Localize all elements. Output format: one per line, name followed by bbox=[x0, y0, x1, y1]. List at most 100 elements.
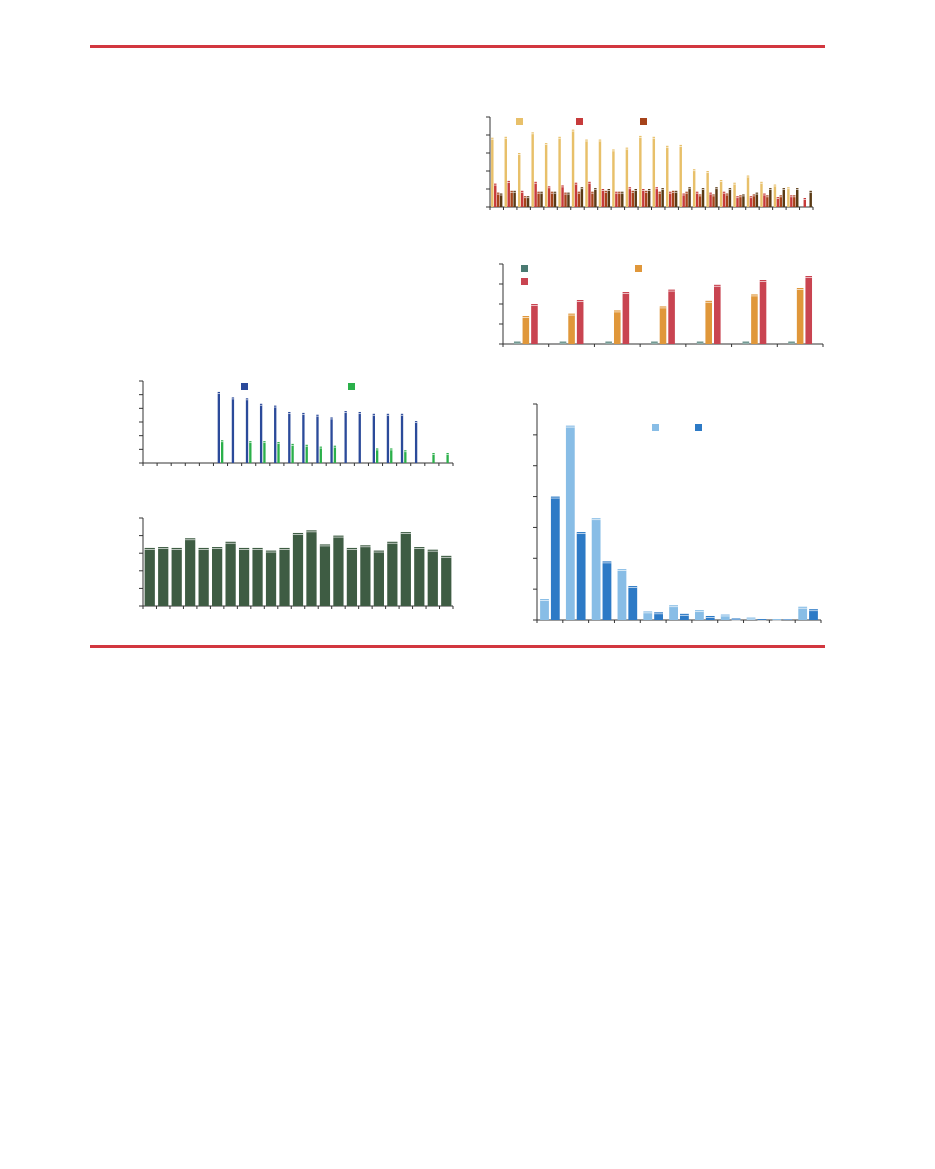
bar-series-1-cat-17 bbox=[360, 545, 371, 606]
legend-swatch-2 bbox=[576, 118, 583, 125]
bar-series-2-cat-16 bbox=[695, 191, 699, 207]
bar-series-2-cat-24 bbox=[803, 198, 807, 207]
bar-series-3-cat-18 bbox=[725, 193, 729, 207]
bar-series-1-cat-15 bbox=[679, 144, 682, 207]
bar-series-3-cat-12 bbox=[645, 190, 648, 207]
legend-swatch-1 bbox=[521, 265, 528, 272]
bar-series-4-cat-5 bbox=[553, 191, 557, 207]
bar-series-2-cat-5 bbox=[705, 300, 713, 344]
bar-series-4-cat-10 bbox=[621, 191, 624, 207]
bar-series-4-cat-23 bbox=[796, 188, 799, 207]
bar-series-1-cat-18 bbox=[373, 550, 384, 606]
bar-series-1-cat-4 bbox=[531, 132, 534, 207]
bar-series-2-cat-21 bbox=[763, 193, 766, 207]
bar-series-1-cat-19 bbox=[387, 541, 398, 606]
bar-series-4-cat-1 bbox=[499, 193, 503, 207]
bar-series-1-cat-16 bbox=[358, 411, 361, 463]
bar-series-3-cat-5 bbox=[550, 191, 554, 207]
bar-series-1-cat-1 bbox=[144, 547, 155, 606]
bar-series-1-cat-6 bbox=[669, 605, 678, 620]
bar-series-4-cat-20 bbox=[755, 192, 759, 207]
bar-series-2-cat-4 bbox=[628, 586, 638, 620]
bar-series-1-cat-12 bbox=[302, 412, 305, 463]
bar-series-2-cat-8 bbox=[588, 181, 591, 207]
bar-series-2-cat-9 bbox=[263, 441, 266, 463]
bar-series-3-cat-1 bbox=[496, 192, 500, 207]
bar-series-1-cat-22 bbox=[427, 549, 438, 606]
bar-series-2-cat-12 bbox=[305, 444, 308, 463]
legend-swatch-3 bbox=[521, 278, 528, 285]
bar-series-3-cat-4 bbox=[537, 191, 540, 207]
bar-series-3-cat-11 bbox=[631, 190, 635, 207]
bar-series-3-cat-9 bbox=[604, 190, 608, 207]
bar-series-3-cat-17 bbox=[712, 194, 715, 207]
bar-series-4-cat-11 bbox=[634, 189, 637, 207]
bar-series-2-cat-15 bbox=[682, 193, 685, 207]
bar-series-2-cat-7 bbox=[705, 615, 715, 620]
bar-series-1-cat-1 bbox=[491, 137, 494, 207]
bar-series-1-cat-2 bbox=[504, 136, 507, 207]
bar-series-4-cat-12 bbox=[647, 189, 651, 207]
bar-series-1-cat-11 bbox=[288, 411, 291, 463]
bar-series-2-cat-4 bbox=[659, 306, 667, 344]
bar-series-4-cat-19 bbox=[742, 194, 745, 207]
bar-series-1-cat-5 bbox=[643, 611, 653, 620]
bar-series-2-cat-9 bbox=[601, 189, 605, 207]
bar-series-3-cat-4 bbox=[668, 289, 675, 344]
bar-series-1-cat-20 bbox=[746, 175, 750, 207]
bar-series-1-cat-5 bbox=[544, 143, 548, 207]
bar-series-4-cat-2 bbox=[513, 190, 516, 207]
bar-series-1-cat-14 bbox=[666, 145, 669, 207]
bar-series-4-cat-24 bbox=[809, 190, 812, 207]
bar-series-1-cat-13 bbox=[306, 530, 317, 606]
bar-series-2-cat-12 bbox=[642, 189, 645, 207]
bar-series-2-cat-2 bbox=[507, 180, 510, 207]
bar-series-1-cat-11 bbox=[625, 147, 629, 207]
legend-swatch-2 bbox=[695, 424, 702, 431]
bar-series-1-cat-8 bbox=[720, 614, 730, 620]
bar-series-4-cat-3 bbox=[526, 196, 530, 207]
legend-swatch-3 bbox=[640, 118, 647, 125]
bar-series-1-cat-16 bbox=[692, 169, 696, 207]
bar-series-1-cat-8 bbox=[245, 398, 249, 463]
bar-series-4-cat-15 bbox=[688, 187, 691, 207]
bar-series-2-cat-17 bbox=[376, 448, 379, 463]
bar-series-2-cat-10 bbox=[277, 442, 280, 463]
bar-series-1-cat-22 bbox=[773, 184, 777, 207]
bar-series-3-cat-20 bbox=[752, 194, 756, 207]
bar-series-1-cat-21 bbox=[760, 181, 763, 207]
bar-series-2-cat-2 bbox=[568, 313, 575, 344]
bar-series-1-cat-17 bbox=[372, 413, 375, 463]
bar-series-4-cat-4 bbox=[540, 191, 543, 207]
bar-series-1-cat-8 bbox=[238, 547, 250, 606]
bar-series-1-cat-14 bbox=[330, 417, 333, 463]
legend-swatch-2 bbox=[635, 265, 642, 272]
bar-series-1-cat-12 bbox=[639, 135, 642, 207]
bar-series-3-cat-23 bbox=[793, 195, 796, 207]
bar-series-1-cat-10 bbox=[772, 619, 782, 620]
bar-series-2-cat-8 bbox=[731, 618, 741, 620]
bar-series-1-cat-21 bbox=[414, 547, 425, 606]
bar-series-2-cat-17 bbox=[709, 192, 712, 207]
bar-series-2-cat-23 bbox=[790, 195, 793, 207]
bar-series-2-cat-18 bbox=[390, 448, 393, 463]
bar-series-2-cat-1 bbox=[550, 496, 560, 620]
bar-series-3-cat-10 bbox=[618, 191, 621, 207]
bar-series-1-cat-6 bbox=[212, 547, 223, 606]
bar-series-2-cat-8 bbox=[249, 441, 252, 463]
bar-series-1-cat-19 bbox=[400, 413, 404, 463]
bar-series-2-cat-5 bbox=[547, 186, 551, 207]
bar-series-4-cat-16 bbox=[701, 188, 705, 207]
bar-series-4-cat-9 bbox=[607, 189, 611, 207]
bar-series-1-cat-23 bbox=[441, 555, 452, 606]
legend-swatch-1 bbox=[652, 424, 659, 431]
bar-series-2-cat-10 bbox=[615, 191, 618, 207]
bar-series-3-cat-5 bbox=[714, 284, 721, 344]
bar-series-2-cat-22 bbox=[776, 197, 780, 207]
bar-series-2-cat-7 bbox=[574, 182, 578, 207]
bar-series-1-cat-18 bbox=[719, 180, 723, 207]
bar-series-3-cat-16 bbox=[698, 194, 702, 207]
bar-series-1-cat-13 bbox=[316, 414, 319, 463]
bar-series-1-cat-11 bbox=[798, 606, 808, 620]
bar-series-2-cat-3 bbox=[602, 561, 612, 620]
